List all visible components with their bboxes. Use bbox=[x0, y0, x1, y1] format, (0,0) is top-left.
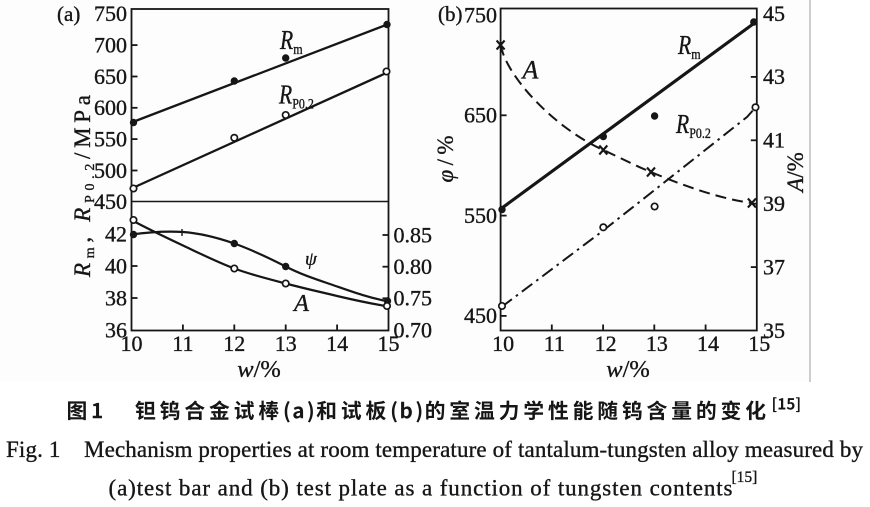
svg-text:ψ: ψ bbox=[305, 249, 318, 270]
svg-text:(a)test bar and (b) test plate: (a)test bar and (b) test plate as a func… bbox=[109, 476, 733, 501]
svg-text:(b): (b) bbox=[438, 2, 463, 26]
svg-text:450: 450 bbox=[94, 189, 127, 214]
svg-text:0.80: 0.80 bbox=[394, 254, 433, 279]
svg-text:43: 43 bbox=[763, 64, 785, 89]
svg-text:RP0.2: RP0.2 bbox=[278, 80, 314, 112]
svg-text:39: 39 bbox=[763, 191, 785, 216]
svg-text:41: 41 bbox=[763, 128, 785, 153]
svg-text:A: A bbox=[521, 56, 539, 85]
svg-text:13: 13 bbox=[275, 331, 297, 356]
svg-text:500: 500 bbox=[94, 158, 127, 183]
svg-text:13: 13 bbox=[646, 331, 668, 356]
svg-text:450: 450 bbox=[464, 303, 497, 328]
svg-text:42: 42 bbox=[105, 221, 127, 246]
svg-text:0.85: 0.85 bbox=[394, 222, 433, 247]
svg-text:A: A bbox=[292, 290, 310, 317]
svg-text:750: 750 bbox=[94, 1, 127, 26]
svg-text:Rm: Rm bbox=[279, 26, 303, 58]
svg-text:14: 14 bbox=[697, 331, 719, 356]
svg-text:37: 37 bbox=[763, 254, 785, 279]
svg-text:Fig. 1 Mechanism properties: Fig. 1 Mechanism properties at room temp… bbox=[6, 437, 864, 462]
svg-text:600: 600 bbox=[94, 95, 127, 120]
svg-text:w/%: w/% bbox=[237, 356, 281, 383]
svg-text:15: 15 bbox=[378, 331, 400, 356]
svg-text:11: 11 bbox=[172, 331, 193, 356]
svg-text:A/%: A/% bbox=[783, 152, 808, 194]
svg-text:12: 12 bbox=[595, 331, 617, 356]
svg-text:650: 650 bbox=[94, 64, 127, 89]
svg-text:w/%: w/% bbox=[606, 356, 650, 383]
svg-text:750: 750 bbox=[464, 2, 497, 27]
svg-text:36: 36 bbox=[105, 317, 127, 342]
svg-text:RP0.2: RP0.2 bbox=[675, 110, 711, 142]
svg-text:10: 10 bbox=[492, 331, 514, 356]
svg-text:[15]: [15] bbox=[732, 469, 758, 486]
svg-text:700: 700 bbox=[94, 32, 127, 57]
svg-text:11: 11 bbox=[544, 331, 565, 356]
svg-text:650: 650 bbox=[464, 103, 497, 128]
svg-text:10: 10 bbox=[121, 331, 143, 356]
svg-text:35: 35 bbox=[763, 318, 785, 343]
svg-text:38: 38 bbox=[105, 285, 127, 310]
svg-text:15: 15 bbox=[748, 331, 770, 356]
svg-text:(a): (a) bbox=[57, 2, 80, 26]
svg-text:45: 45 bbox=[763, 1, 785, 26]
svg-text:550: 550 bbox=[94, 126, 127, 151]
svg-text:0.75: 0.75 bbox=[394, 286, 433, 311]
svg-text:0.70: 0.70 bbox=[394, 317, 433, 342]
svg-text:Rm: Rm bbox=[677, 31, 701, 63]
svg-text:12: 12 bbox=[223, 331, 245, 356]
svg-text:550: 550 bbox=[464, 203, 497, 228]
svg-text:14: 14 bbox=[326, 331, 348, 356]
svg-text:40: 40 bbox=[105, 253, 127, 278]
